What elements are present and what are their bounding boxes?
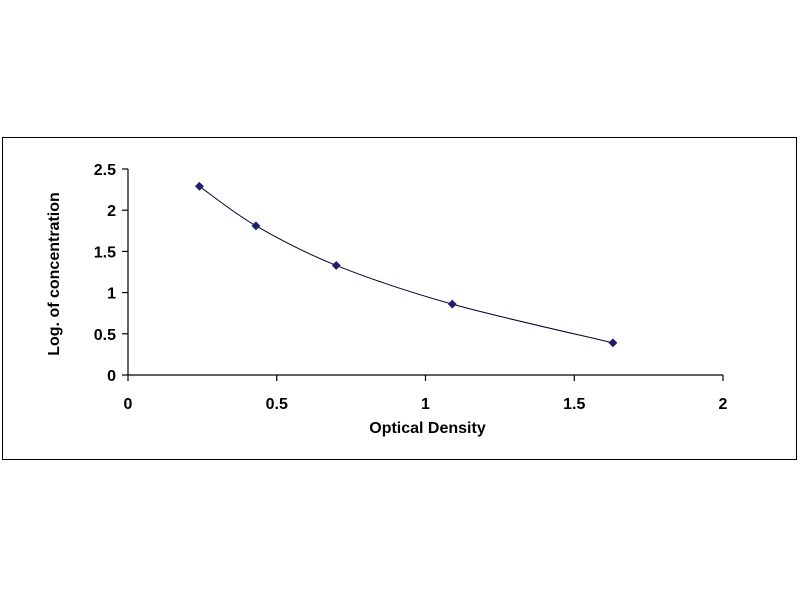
data-point-marker	[194, 181, 204, 191]
data-point-marker	[251, 221, 261, 231]
x-tick-label: 0.5	[266, 396, 288, 413]
x-tick-label: 2	[719, 396, 728, 413]
data-points	[194, 181, 618, 348]
y-ticks: 0 0.5 1 1.5 2 2.5	[94, 162, 128, 385]
y-axis-title: Log. of concentration	[46, 192, 63, 356]
trend-curve	[199, 185, 614, 344]
x-tick-label: 1.5	[563, 396, 585, 413]
x-tick-label: 1	[421, 396, 430, 413]
data-point-marker	[331, 260, 341, 270]
y-tick-label: 1.5	[94, 244, 116, 261]
x-ticks: 0 0.5 1 1.5 2	[124, 375, 728, 413]
chart-frame	[2, 137, 797, 460]
y-tick-label: 0.5	[94, 327, 116, 344]
y-tick-label: 1	[107, 286, 116, 303]
data-point-marker	[608, 338, 618, 348]
y-tick-label: 2	[107, 203, 116, 220]
x-axis-title: Optical Density	[369, 420, 486, 437]
data-point-marker	[447, 299, 457, 309]
x-tick-label: 0	[124, 396, 133, 413]
y-tick-label: 0	[107, 368, 116, 385]
y-tick-label: 2.5	[94, 162, 116, 179]
